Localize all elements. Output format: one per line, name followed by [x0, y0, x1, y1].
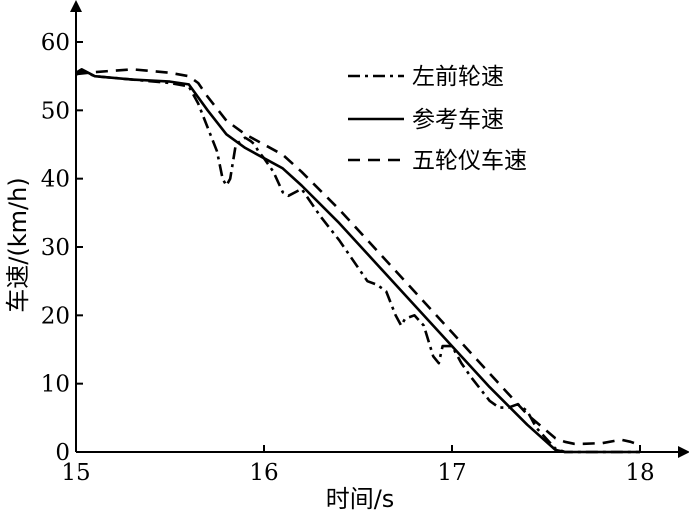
x-tick-label: 15 — [61, 460, 90, 486]
x-tick-label: 16 — [249, 460, 278, 486]
legend-label-series-3: 五轮仪车速 — [412, 148, 527, 174]
series-line-1 — [75, 69, 640, 454]
legend: 左前轮速 参考车速 五轮仪车速 — [348, 64, 527, 174]
legend-label-series-2: 参考车速 — [412, 107, 504, 133]
series-group — [75, 68, 641, 454]
y-tick-label: 0 — [55, 440, 70, 466]
y-tick-label: 20 — [41, 303, 70, 329]
y-tick-label: 10 — [41, 372, 70, 398]
series-line-2 — [75, 68, 640, 454]
x-tick-label: 18 — [625, 460, 654, 486]
y-axis-title: 车速/(km/h) — [4, 177, 32, 312]
y-axis-ticks: 0 10 20 30 40 50 60 — [41, 30, 83, 466]
y-tick-label: 60 — [41, 30, 70, 56]
y-tick-label: 30 — [41, 235, 70, 261]
x-axis-title: 时间/s — [326, 485, 395, 513]
y-tick-label: 50 — [41, 98, 70, 124]
legend-label-series-1: 左前轮速 — [412, 64, 504, 90]
series-line-3 — [75, 68, 641, 447]
x-tick-label: 17 — [437, 460, 466, 486]
x-axis-ticks: 15 16 17 18 — [61, 445, 655, 486]
y-tick-label: 40 — [41, 167, 70, 193]
